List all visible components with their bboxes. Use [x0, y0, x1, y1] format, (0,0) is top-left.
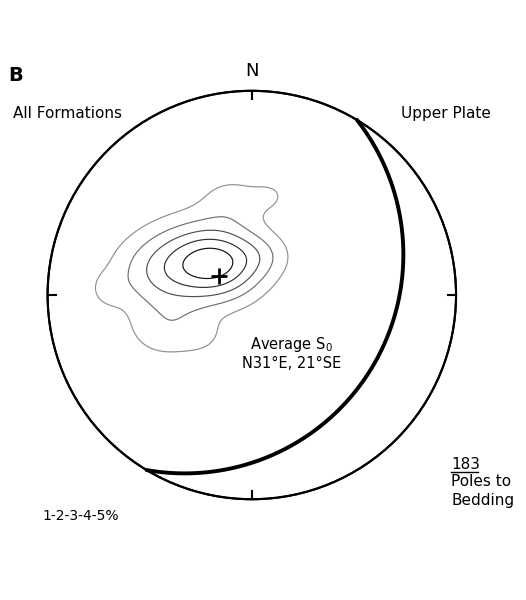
Text: Average S$_0$
N31°E, 21°SE: Average S$_0$ N31°E, 21°SE — [242, 335, 341, 371]
Text: B: B — [8, 66, 23, 85]
Text: Poles to
Bedding: Poles to Bedding — [451, 475, 514, 508]
Point — [0, 544, 7, 554]
Text: 183: 183 — [451, 457, 480, 472]
Point — [0, 544, 7, 554]
Text: N: N — [245, 62, 259, 80]
Point — [0, 544, 7, 554]
Text: 1-2-3-4-5%: 1-2-3-4-5% — [43, 509, 119, 523]
Text: Upper Plate: Upper Plate — [401, 106, 491, 121]
Point — [0, 544, 7, 554]
Point — [0, 544, 7, 554]
Text: All Formations: All Formations — [13, 106, 122, 121]
